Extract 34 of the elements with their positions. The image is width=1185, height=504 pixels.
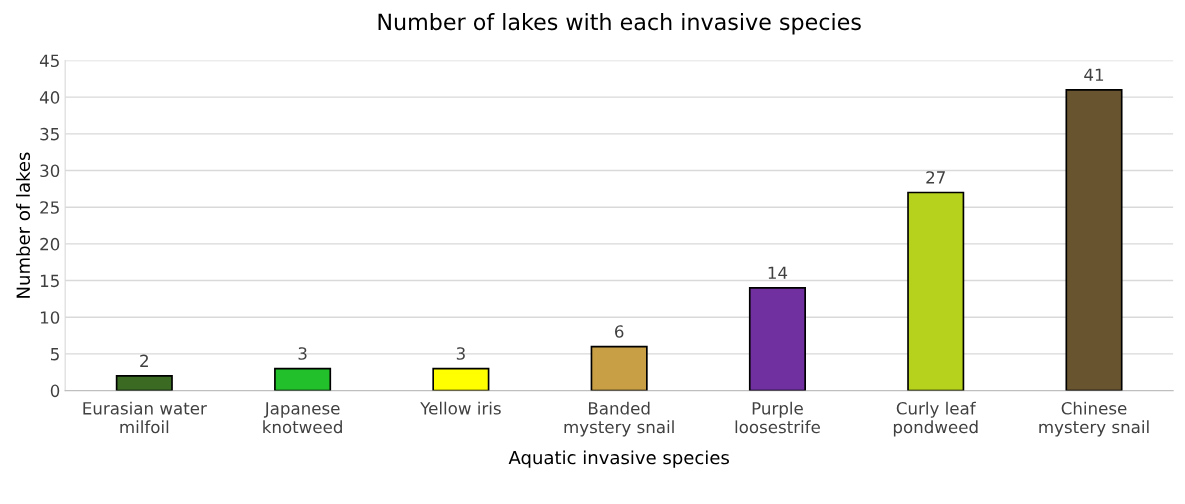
y-axis-title: Number of lakes [16,152,31,298]
y-tick-label: 30 [40,164,60,178]
bar [115,375,173,391]
y-tick-label: 25 [40,201,59,214]
data-label: 3 [298,347,307,360]
bar [1065,88,1123,391]
x-tick-label: Purple loosestrife [735,401,820,434]
data-label: 41 [1084,68,1104,81]
x-tick-label: Banded mystery snail [564,401,674,437]
data-label: 6 [615,325,624,338]
y-tick-label: 5 [51,348,59,361]
bar [907,191,965,391]
bar [748,287,806,391]
x-tick-label: Japanese knotweed [263,402,342,434]
y-tick-label: 45 [39,54,59,68]
x-tick-label: Eurasian water milfoil [83,401,207,434]
bar [274,367,332,391]
y-tick-label: 35 [40,127,59,141]
chart-title: Number of lakes with each invasive species [378,13,861,35]
x-tick-label: Yellow iris [420,401,501,415]
x-tick-label: Chinese mystery snail [1039,401,1149,437]
data-label: 27 [926,171,945,184]
y-tick-label: 0 [50,384,60,398]
x-tick-label: Curly leaf pondweed [893,401,978,437]
data-label: 3 [456,347,465,360]
bar [590,345,648,391]
y-tick-label: 40 [39,91,60,104]
data-label: 2 [140,354,148,367]
x-axis-title: Aquatic invasive species [508,450,729,468]
y-tick-label: 10 [40,311,60,324]
y-tick-label: 15 [40,274,59,288]
bar [432,367,490,391]
y-tick-label: 20 [40,237,60,251]
data-label: 14 [768,266,788,279]
